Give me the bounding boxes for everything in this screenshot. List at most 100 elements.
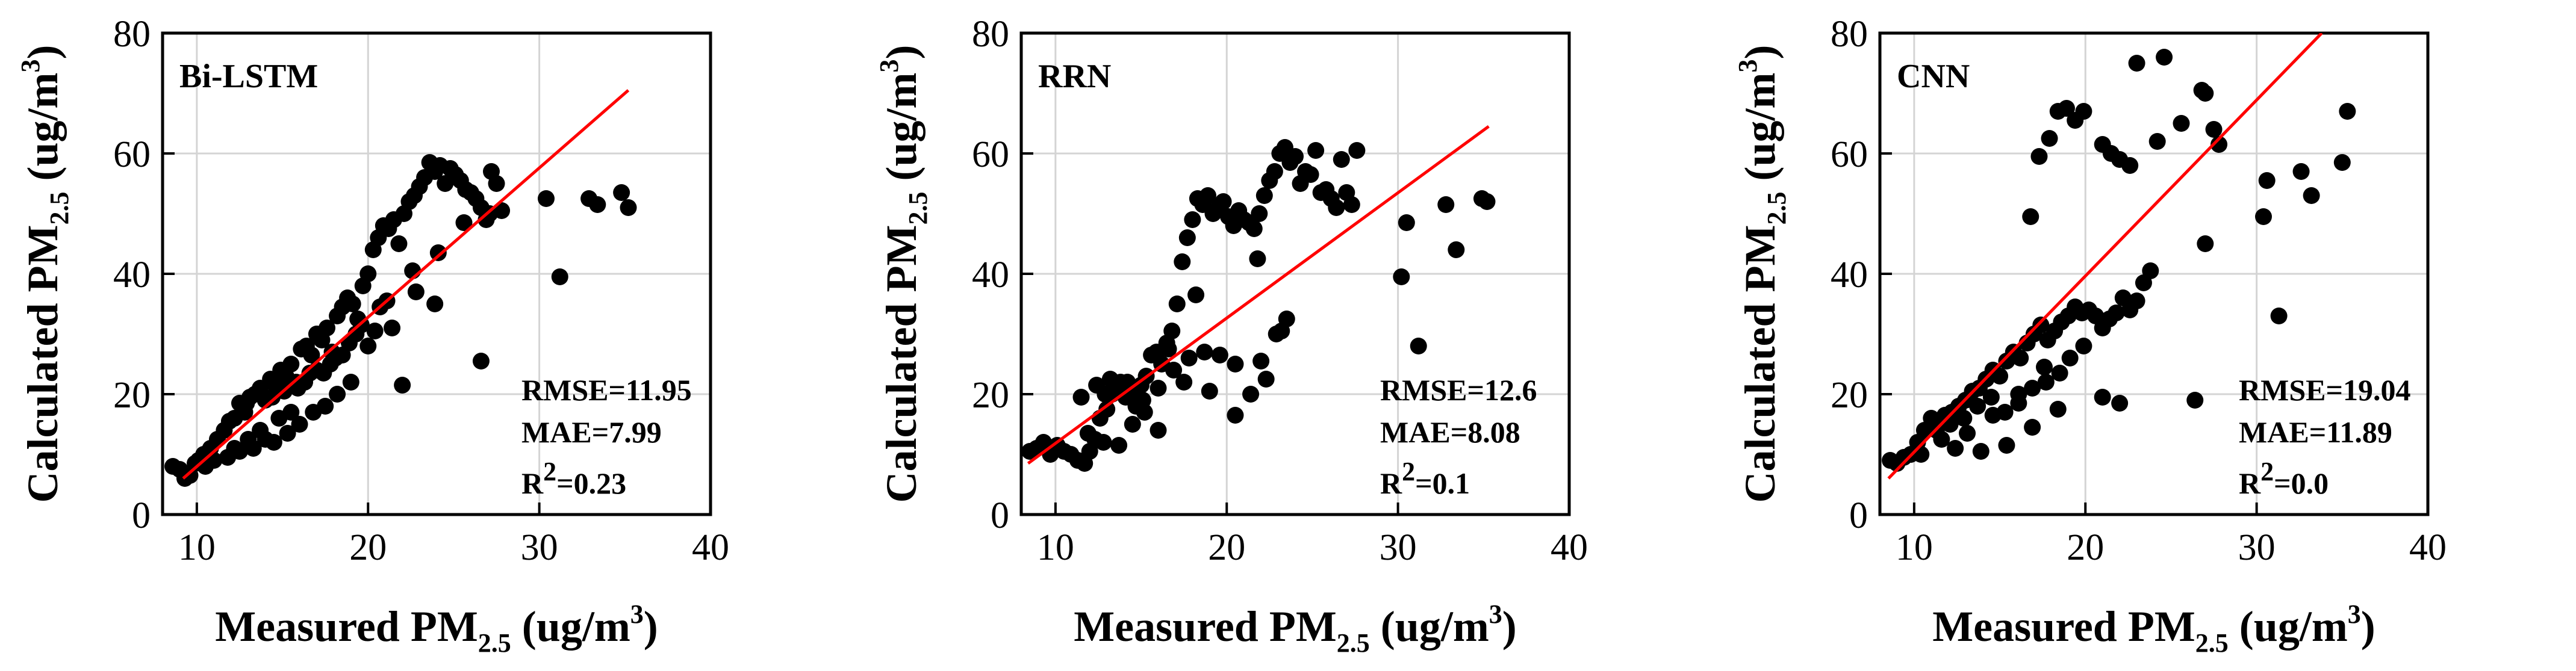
mae-label: MAE=11.89 [2239,415,2392,449]
data-point [2128,292,2145,309]
data-point [2210,136,2228,153]
data-point [1252,353,1270,370]
data-point [2292,163,2310,180]
r2-label-r: R [521,466,544,500]
data-point [2037,374,2055,391]
y-axis-label: Calculated PM2.5 (ug/m3) [874,45,933,503]
data-point [2186,392,2204,409]
x-axis-label: Measured PM2.5 (ug/m3) [215,599,658,658]
x-axis-label-close: ) [2361,602,2375,651]
x-axis-label: Measured PM2.5 (ug/m3) [1074,599,1517,658]
r2-label: R2=0.1 [1380,457,1470,500]
y-tick-label: 0 [991,495,1009,536]
data-point [1348,142,1366,159]
data-point [2121,157,2139,174]
data-point [472,353,490,370]
data-point [2049,401,2067,418]
data-point [317,398,334,415]
y-axis-label: Calculated PM2.5 (ug/m3) [16,45,74,503]
data-point [257,431,274,448]
r2-label-sup: 2 [2260,457,2274,486]
data-point [1196,344,1213,360]
data-point [2022,208,2039,225]
data-point [1095,434,1112,451]
data-point [2111,395,2129,412]
data-point [2032,317,2050,333]
y-tick-label: 20 [1831,375,1868,416]
y-tick-label: 60 [972,134,1009,175]
data-point [1268,326,1285,342]
data-point [2051,365,2068,382]
data-point [344,295,361,312]
data-point [219,449,237,466]
data-point [1448,241,1465,258]
data-point [342,374,359,391]
data-point [1150,422,1167,439]
x-axis-label-sup: 3 [2348,599,2361,629]
data-point [2333,154,2351,171]
x-tick-label: 40 [1551,527,1588,568]
data-point [2075,103,2092,120]
regression-line [1027,125,1490,465]
x-tick-label: 30 [1380,527,1417,568]
data-point [1163,323,1181,339]
data-point [303,347,320,363]
data-point [2094,389,2111,406]
x-tick-label: 30 [2238,527,2276,568]
data-point [1215,193,1232,210]
panel-title: Bi-LSTM [179,58,318,95]
x-axis-label-close: ) [644,602,658,651]
data-point [279,425,296,442]
x-tick-label: 40 [692,527,729,568]
x-axis-label-main: Measured PM [215,602,478,651]
data-point [1187,286,1205,303]
x-axis-label-unit: (ug/m [1370,602,1489,651]
data-point [1088,377,1106,394]
data-point [2197,235,2214,252]
y-axis-label: Calculated PM2.5 (ug/m3) [1733,45,1791,503]
regression-line [182,89,630,480]
data-point [2156,49,2173,66]
data-point [1211,347,1228,363]
data-point [426,295,444,312]
r2-label-r: R [1380,466,1402,500]
x-axis-label-sub: 2.5 [2195,628,2229,658]
x-axis-label-close: ) [1502,602,1517,651]
y-axis-label-sub: 2.5 [903,192,933,225]
data-point [2024,419,2041,436]
r2-label: R2=0.0 [2239,457,2329,500]
data-point [429,244,447,261]
x-tick-label: 10 [1896,527,1933,568]
data-point [1199,187,1216,204]
data-point [1184,211,1201,228]
data-point [2061,350,2079,366]
data-point [1982,389,2000,406]
x-axis-label-sup: 3 [630,599,644,629]
data-point [551,268,568,285]
data-point [1249,250,1266,267]
data-point [1343,196,1360,213]
data-point [2258,172,2276,189]
data-point [1174,253,1191,270]
y-axis-label-main: Calculated PM [877,225,926,503]
data-point [1227,407,1244,424]
data-point [1168,295,1186,312]
data-point [270,410,288,427]
x-axis-label: Measured PM2.5 (ug/m3) [1932,599,2375,658]
data-point [2128,55,2145,72]
data-point [1302,166,1319,183]
data-point [366,323,384,339]
x-tick-label: 20 [2067,527,2104,568]
data-point [238,395,255,412]
data-point [2303,187,2320,204]
data-point [319,320,335,336]
data-point [1998,437,2015,454]
data-point [2205,121,2223,138]
data-point [407,283,425,300]
x-axis-label-sub: 2.5 [1337,628,1370,658]
y-tick-label: 0 [132,495,151,536]
data-point [1175,374,1193,391]
data-point [2024,380,2041,397]
